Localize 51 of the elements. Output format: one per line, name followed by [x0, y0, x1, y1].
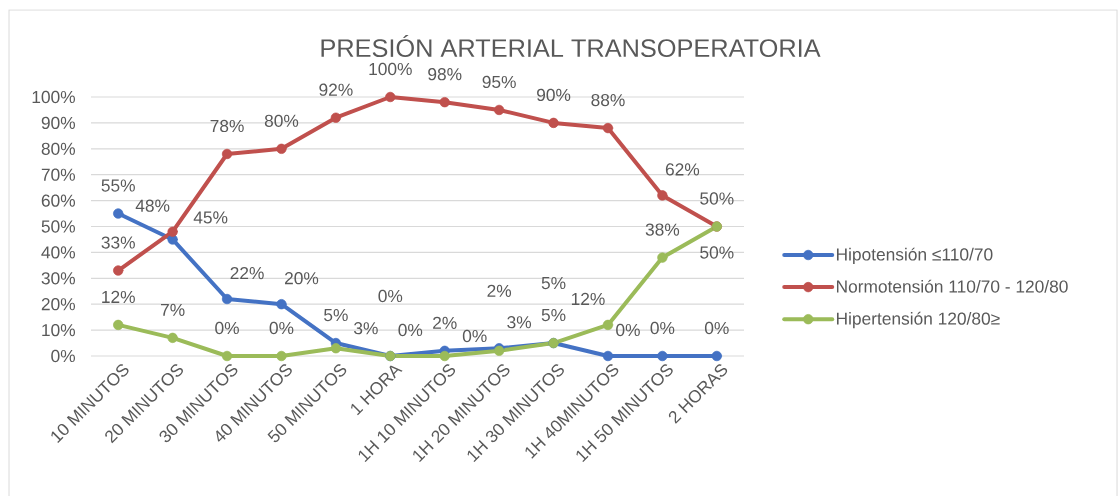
- data-label: 45%: [193, 211, 228, 224]
- data-label: 20%: [285, 272, 319, 285]
- data-label: 5%: [324, 308, 348, 322]
- data-label: 5%: [541, 308, 566, 322]
- data-label: 80%: [264, 114, 299, 127]
- y-tick-label: 70%: [41, 168, 76, 181]
- data-label: 2%: [433, 316, 457, 329]
- data-label: 0%: [462, 329, 487, 343]
- data-label: 12%: [571, 292, 605, 306]
- data-label: 48%: [135, 199, 170, 212]
- y-tick-label: 60%: [41, 194, 76, 207]
- data-label: 90%: [537, 88, 571, 102]
- data-label: 55%: [101, 179, 135, 192]
- data-label: 0%: [616, 323, 640, 337]
- data-label: 0%: [215, 321, 239, 335]
- data-label: 5%: [541, 276, 566, 290]
- data-label: 100%: [369, 62, 412, 76]
- data-label: 38%: [645, 223, 680, 236]
- y-tick-label: 40%: [41, 246, 76, 259]
- y-tick-label: 80%: [41, 142, 76, 155]
- data-label: 95%: [482, 75, 516, 89]
- data-label: 12%: [102, 290, 135, 304]
- y-tick-label: 0%: [51, 349, 76, 363]
- y-tick-label: 20%: [41, 298, 76, 311]
- y-tick-label: 50%: [41, 220, 76, 233]
- data-label: 3%: [507, 316, 532, 329]
- data-label: 0%: [704, 321, 729, 335]
- y-tick-label: 100%: [32, 90, 76, 104]
- data-label: 7%: [161, 303, 185, 316]
- data-label: 0%: [269, 321, 294, 335]
- y-tick-label: 30%: [41, 272, 76, 285]
- legend-label: Hipotensión ≤110/70: [836, 247, 993, 264]
- data-label: 62%: [665, 163, 700, 176]
- data-label: 2%: [487, 284, 512, 297]
- data-label: 98%: [428, 68, 462, 81]
- y-tick-label: 90%: [41, 116, 76, 130]
- chart-title: PRESIÓN ARTERIAL TRANSOPERATORIA: [321, 34, 821, 58]
- y-tick-label: 10%: [42, 323, 76, 337]
- data-label: 0%: [398, 323, 423, 337]
- data-label: 33%: [101, 236, 135, 249]
- data-label: 0%: [378, 289, 403, 303]
- data-label: 50%: [700, 246, 734, 259]
- data-label: 22%: [230, 266, 264, 280]
- data-label: 50%: [700, 192, 734, 205]
- data-label: 0%: [650, 321, 675, 335]
- legend-label: Hipertensión 120/80≥: [836, 311, 1000, 329]
- data-label: 88%: [591, 93, 625, 107]
- data-label: 92%: [319, 83, 353, 96]
- data-label: 78%: [210, 119, 244, 133]
- data-label: 3%: [354, 322, 378, 335]
- legend-label: Normotensión 110/70 - 120/80: [836, 279, 1068, 293]
